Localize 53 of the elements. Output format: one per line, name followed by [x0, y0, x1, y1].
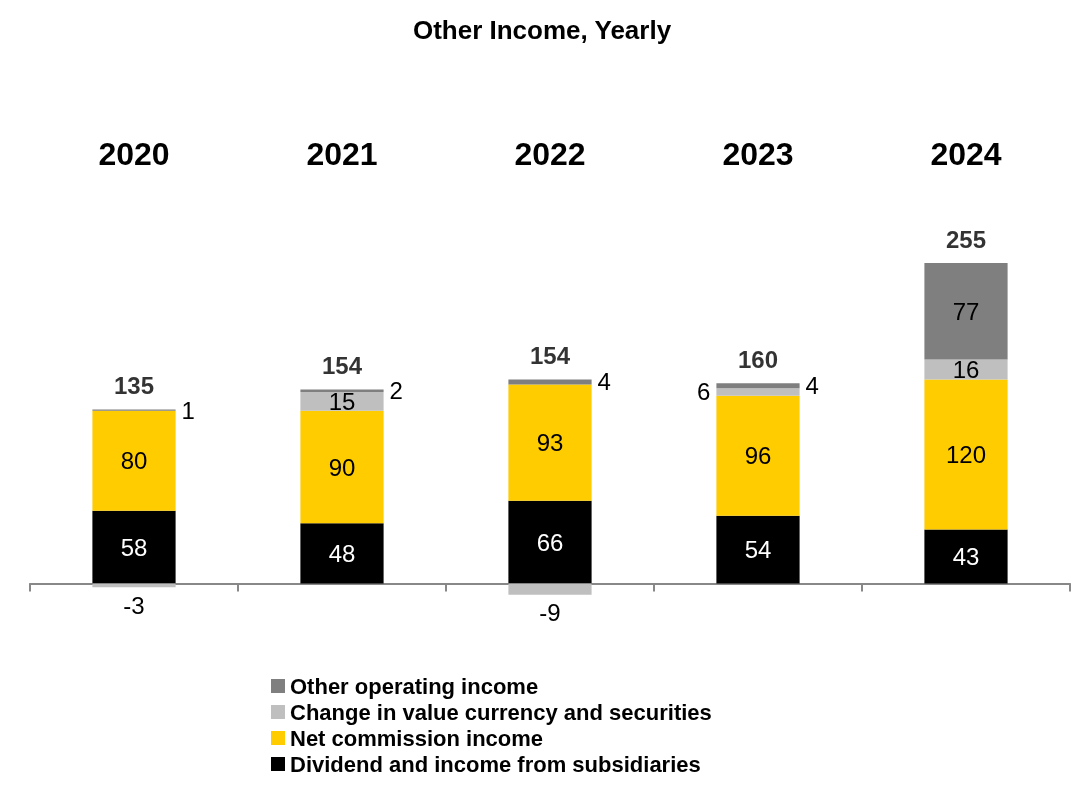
data-label: 2	[389, 377, 403, 405]
data-label: 16	[952, 355, 980, 383]
x-tick-label: 2024	[930, 136, 1002, 172]
bar	[300, 523, 384, 584]
x-tick-label: 2023	[722, 136, 794, 172]
bar	[508, 583, 592, 595]
bar	[92, 410, 176, 511]
x-tick-label: 2021	[306, 136, 378, 172]
bar	[92, 510, 176, 584]
legend-label: Other operating income	[290, 673, 539, 699]
data-label: 96	[744, 442, 772, 470]
data-label: 1	[181, 396, 195, 424]
total-label: 255	[945, 225, 987, 253]
bar	[716, 395, 800, 516]
data-label: 4	[805, 372, 819, 400]
bar	[300, 391, 384, 411]
data-label: 48	[328, 539, 356, 567]
data-label: 58	[120, 533, 148, 561]
bar	[508, 379, 592, 385]
bar	[716, 515, 800, 584]
bar	[508, 384, 592, 501]
legend-label: Dividend and income from subsidiaries	[290, 751, 701, 777]
bar	[92, 583, 176, 588]
data-label: 90	[328, 453, 356, 481]
bar	[508, 500, 592, 584]
data-label: 4	[597, 368, 611, 396]
legend-label: Net commission income	[290, 725, 544, 751]
x-tick-label: 2020	[98, 136, 170, 172]
data-label: 93	[536, 429, 564, 457]
data-label: 80	[120, 447, 148, 475]
bar	[300, 410, 384, 524]
total-label: 154	[529, 341, 571, 369]
data-label: 6	[697, 378, 711, 406]
chart-title: Other Income, Yearly	[412, 15, 672, 45]
bar	[924, 263, 1008, 360]
data-label: 15	[328, 387, 356, 415]
data-label: 66	[536, 528, 564, 556]
data-label: 54	[744, 536, 772, 564]
total-label: 154	[321, 351, 363, 379]
data-label: 77	[952, 297, 980, 325]
legend-label: Change in value currency and securities	[290, 699, 712, 725]
data-label: 120	[945, 441, 987, 469]
bar	[716, 383, 800, 389]
data-label: 43	[952, 543, 980, 571]
data-label: -3	[123, 591, 145, 619]
total-label: 135	[113, 371, 155, 399]
bar	[716, 388, 800, 396]
bar	[924, 379, 1008, 530]
x-tick-label: 2022	[514, 136, 586, 172]
bar	[300, 389, 384, 392]
total-label: 160	[737, 345, 779, 373]
bar	[924, 529, 1008, 584]
data-label: -9	[539, 599, 561, 627]
